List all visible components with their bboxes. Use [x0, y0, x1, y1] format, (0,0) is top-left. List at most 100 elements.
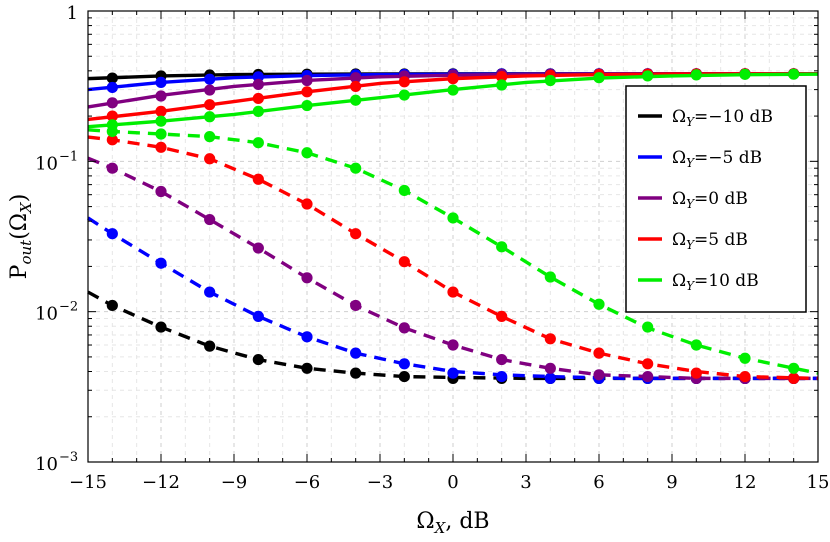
data-point-lower-0 — [204, 340, 216, 352]
data-point-lower-4 — [106, 125, 118, 138]
data-point-lower-4 — [739, 352, 751, 364]
legend-label: ΩY=0 dB — [672, 189, 748, 211]
data-point-upper-3 — [301, 86, 313, 98]
data-point-lower-0 — [155, 321, 167, 333]
data-point-upper-4 — [204, 111, 216, 123]
data-point-lower-2 — [204, 213, 216, 226]
data-point-lower-4 — [690, 339, 702, 351]
data-point-lower-3 — [204, 153, 216, 165]
data-point-upper-3 — [106, 110, 118, 122]
data-point-lower-4 — [788, 362, 800, 374]
data-point-lower-1 — [204, 286, 216, 298]
legend-label: ΩY=10 dB — [672, 271, 759, 293]
x-tick-label: 15 — [807, 472, 830, 493]
data-point-upper-3 — [350, 80, 362, 93]
x-tick-label: 9 — [666, 472, 677, 493]
data-point-lower-3 — [544, 333, 556, 345]
data-point-lower-4 — [350, 162, 362, 174]
data-point-lower-2 — [155, 185, 167, 198]
data-point-upper-4 — [447, 84, 459, 96]
y-axis-label: Pout(ΩX) — [7, 194, 35, 280]
series-line-lower-2 — [87, 156, 818, 381]
legend-label: ΩY=−5 dB — [672, 148, 762, 170]
x-tick-label: 6 — [593, 472, 604, 493]
data-point-upper-4 — [155, 115, 167, 127]
data-point-upper-4 — [690, 69, 702, 81]
data-point-lower-0 — [398, 370, 410, 383]
series-line-lower-4 — [87, 128, 819, 375]
data-point-upper-3 — [496, 71, 508, 83]
data-point-upper-4 — [544, 74, 556, 87]
data-point-lower-2 — [593, 369, 605, 381]
y-tick-label-exponent: −3 — [59, 450, 78, 465]
data-point-lower-1 — [301, 331, 313, 343]
data-point-lower-2 — [106, 162, 118, 174]
data-point-lower-4 — [155, 128, 167, 140]
legend: ΩY=−10 dB ΩY=−5 dB ΩY=0 dB ΩY=5 dB ΩY=10 dB — [625, 85, 807, 313]
data-point-upper-4 — [739, 68, 751, 80]
data-point-upper-2 — [106, 97, 118, 109]
y-tick-label: 10 — [35, 153, 58, 174]
data-point-lower-1 — [155, 257, 167, 269]
data-point-lower-4 — [204, 131, 216, 143]
y-tick-label: 10 — [35, 304, 58, 325]
data-point-lower-0 — [350, 367, 362, 379]
data-point-lower-0 — [252, 353, 264, 366]
x-axis-label: ΩX, dB — [416, 509, 489, 537]
data-point-upper-2 — [252, 78, 264, 90]
data-point-lower-3 — [496, 310, 508, 323]
data-point-lower-2 — [544, 362, 556, 374]
x-tick-label: −12 — [142, 472, 180, 493]
data-point-lower-4 — [496, 241, 508, 253]
x-tick-label: 3 — [520, 472, 531, 493]
markers — [106, 68, 800, 384]
data-point-lower-3 — [350, 228, 362, 240]
data-point-lower-3 — [447, 286, 459, 298]
y-tick-label: 1 — [67, 3, 78, 24]
data-point-upper-4 — [642, 70, 654, 82]
data-point-lower-4 — [398, 184, 410, 197]
data-point-upper-2 — [204, 84, 216, 96]
x-tick-label: −15 — [69, 472, 107, 493]
data-point-upper-1 — [204, 73, 216, 85]
x-tick-label: −3 — [367, 472, 394, 493]
data-point-upper-2 — [350, 72, 362, 84]
data-point-upper-4 — [301, 99, 313, 112]
series-line-lower-1 — [87, 216, 818, 381]
data-point-upper-4 — [788, 68, 800, 80]
legend-label: ΩY=−10 dB — [672, 107, 773, 129]
data-point-upper-3 — [252, 92, 264, 105]
data-point-upper-3 — [155, 105, 167, 117]
data-point-upper-0 — [106, 72, 118, 84]
data-point-lower-2 — [301, 272, 313, 284]
data-point-lower-0 — [301, 362, 313, 374]
data-point-lower-1 — [544, 372, 556, 384]
data-point-upper-4 — [350, 94, 362, 106]
data-point-lower-3 — [155, 141, 167, 153]
data-point-lower-4 — [447, 212, 459, 224]
y-tick-label-exponent: −1 — [59, 149, 78, 164]
x-tick-label: 12 — [734, 472, 757, 493]
data-point-lower-2 — [350, 299, 362, 312]
data-point-lower-4 — [544, 271, 556, 283]
data-point-upper-1 — [155, 76, 167, 89]
data-point-lower-1 — [398, 358, 410, 370]
data-point-upper-2 — [155, 90, 167, 102]
data-point-lower-1 — [350, 347, 362, 359]
ticks — [87, 11, 819, 463]
data-point-lower-1 — [252, 310, 264, 323]
data-point-lower-4 — [252, 137, 264, 149]
data-point-lower-2 — [642, 370, 654, 383]
data-point-lower-3 — [642, 358, 654, 370]
data-point-lower-3 — [398, 256, 410, 268]
data-point-upper-3 — [398, 76, 410, 88]
data-point-lower-2 — [496, 353, 508, 366]
legend-label: ΩY=5 dB — [672, 230, 748, 252]
data-point-upper-4 — [252, 105, 264, 117]
data-point-lower-4 — [301, 147, 313, 159]
data-point-upper-3 — [204, 99, 216, 111]
data-point-lower-4 — [593, 298, 605, 310]
data-point-upper-4 — [593, 72, 605, 84]
